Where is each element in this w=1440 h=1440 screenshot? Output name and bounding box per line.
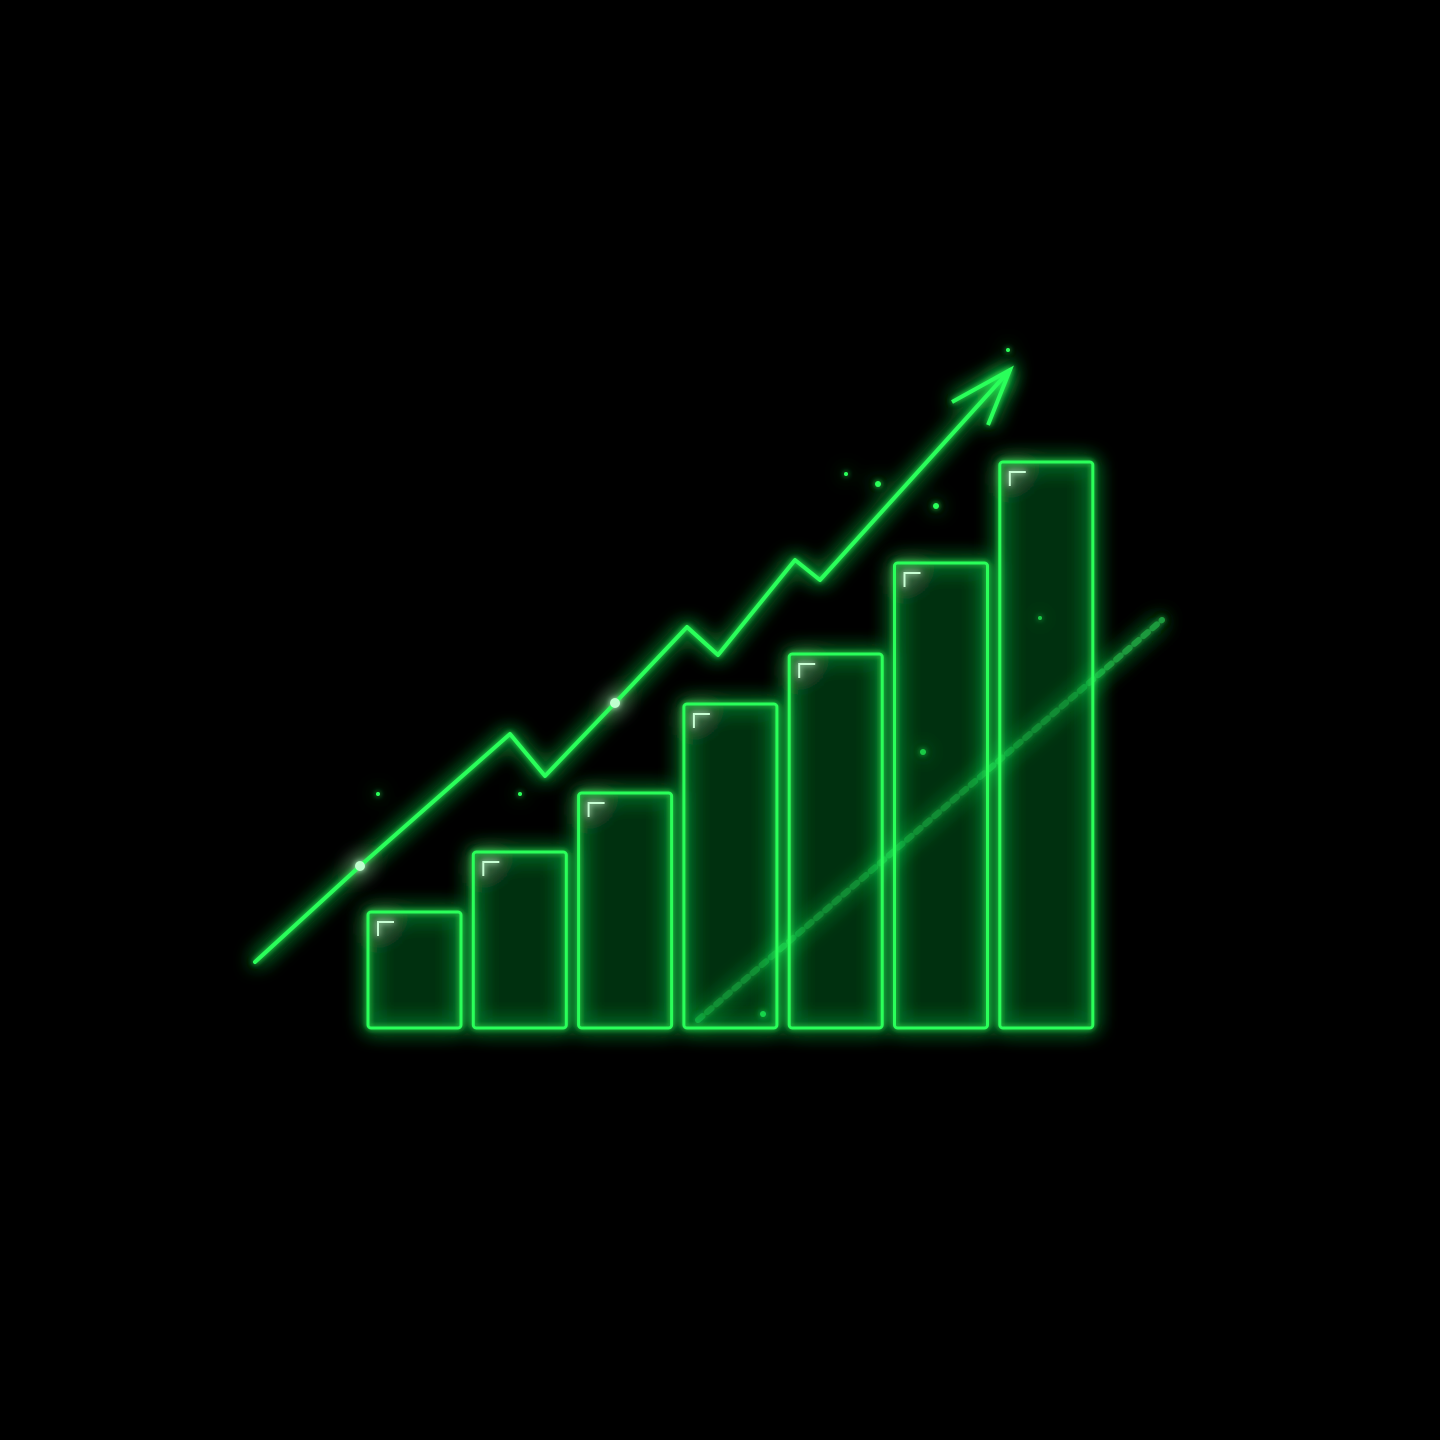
node (610, 698, 620, 708)
bar (471, 850, 568, 1030)
sparkle (933, 503, 939, 509)
sparkle (376, 792, 380, 796)
sparkle (844, 472, 848, 476)
bar (893, 561, 989, 1030)
bar-highlight (1008, 471, 1026, 486)
bar-highlight (377, 921, 394, 936)
bar (682, 702, 779, 1030)
bar (787, 652, 884, 1030)
bar-highlight (903, 572, 921, 587)
bar (577, 791, 674, 1030)
sparkle (518, 792, 522, 796)
bar-highlight (798, 663, 816, 678)
arrow-head (951, 365, 1014, 426)
sparkle (875, 481, 881, 487)
bar-highlight (587, 802, 605, 817)
bar-highlight (692, 713, 710, 728)
node (355, 861, 365, 871)
sparkle (1006, 348, 1010, 352)
bar (366, 910, 463, 1030)
trend-arrow (253, 368, 1012, 964)
bars (366, 460, 1095, 1030)
bar-highlight (482, 861, 500, 876)
bar (998, 460, 1095, 1030)
